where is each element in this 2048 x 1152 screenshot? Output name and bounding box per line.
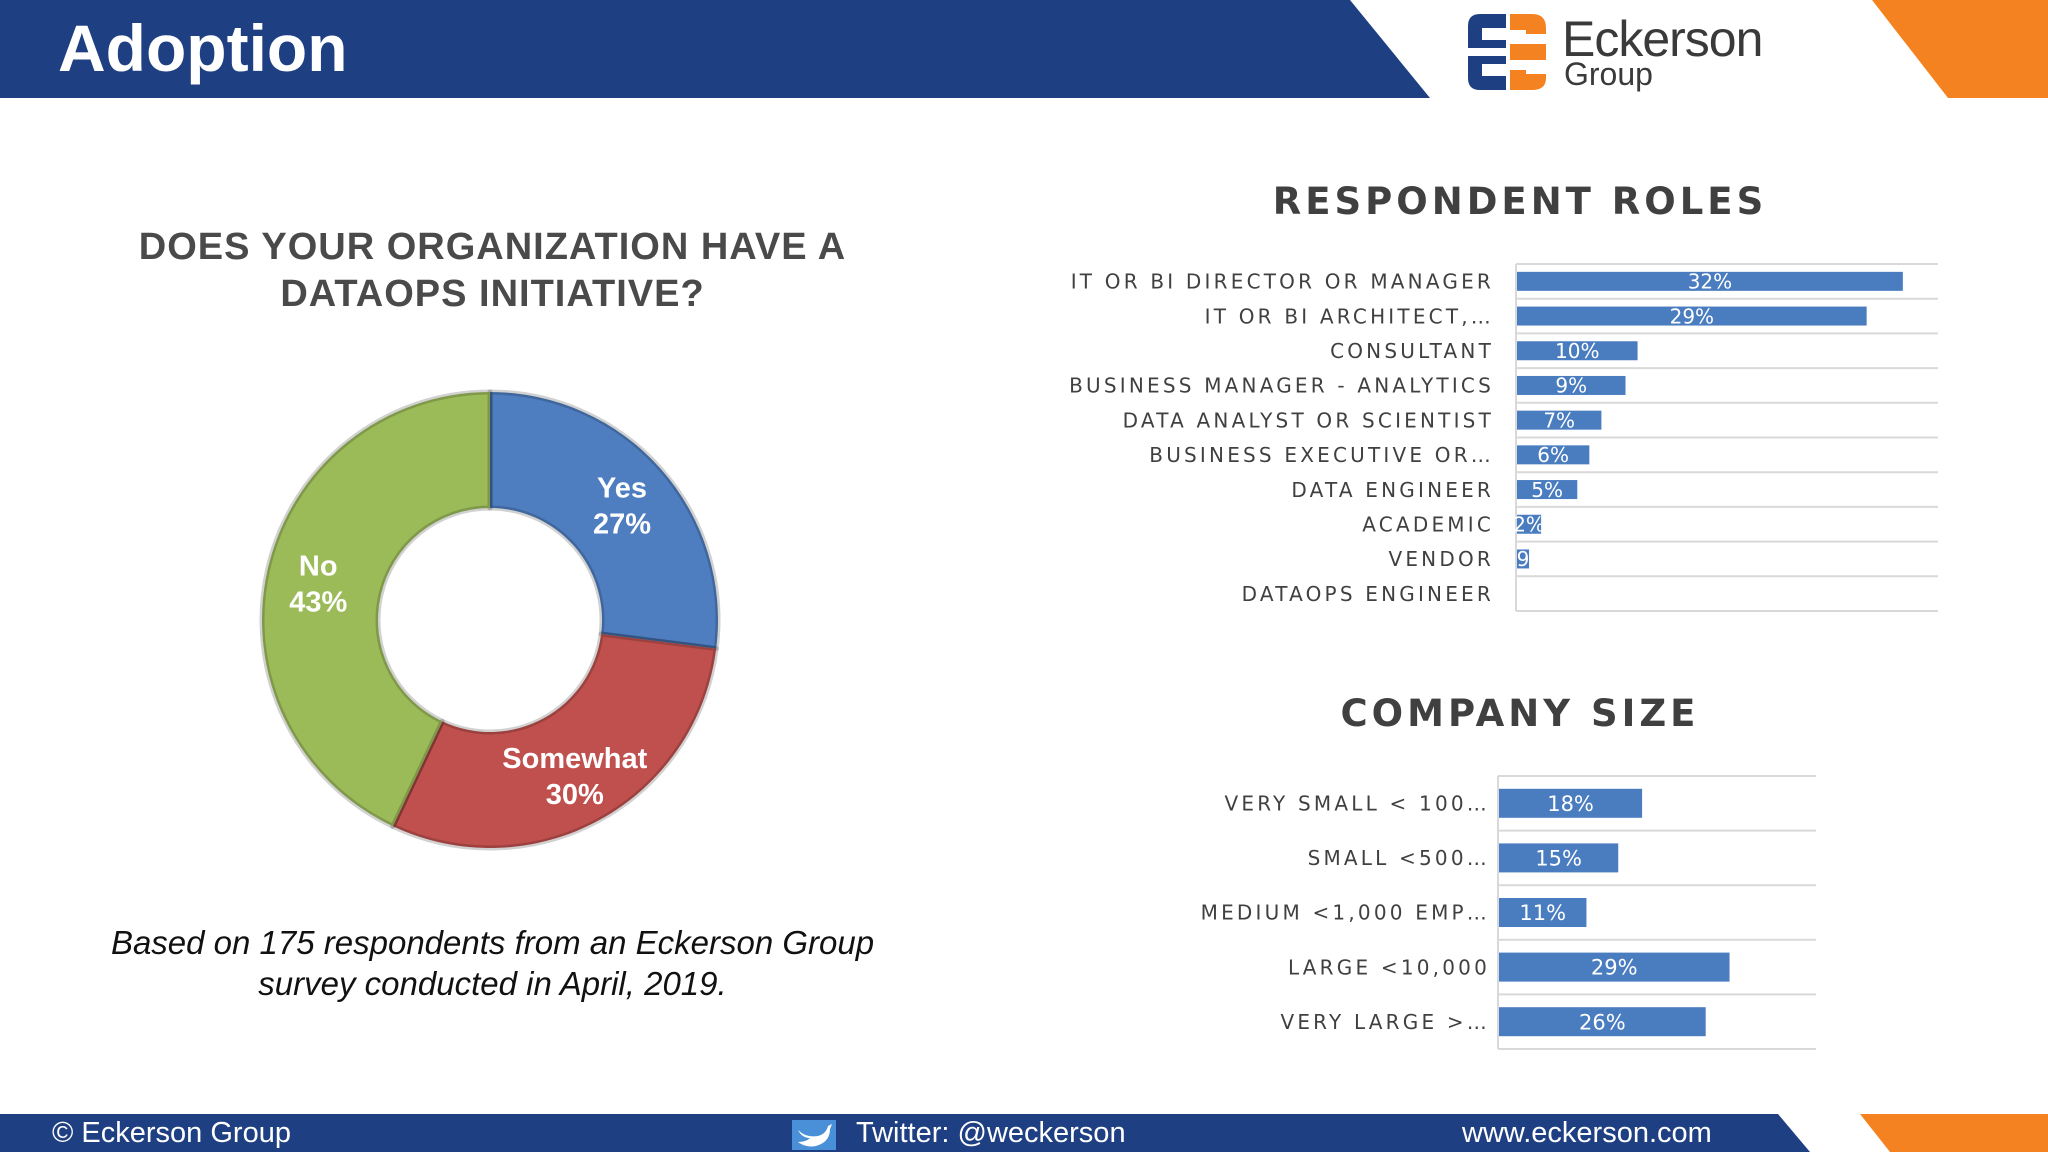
company-size-bar-large-10-000 (1499, 952, 1730, 982)
company-size-title: COMPANY SIZE (1340, 692, 1700, 735)
company-size-bar-small-500 (1499, 843, 1619, 873)
respondent-roles-bar-it-or-bi-architect (1517, 306, 1867, 326)
header-orange-accent (1872, 0, 2048, 98)
respondent-roles-value-label: 9 (1517, 547, 1530, 571)
company-size-value-label: 11% (1519, 901, 1566, 925)
donut-label-yes: Yes (597, 473, 647, 505)
company-size-value-label: 18% (1547, 792, 1594, 816)
respondent-roles-category-label: VENDOR (1388, 547, 1494, 571)
respondent-roles-value-label: 7% (1543, 408, 1575, 432)
respondent-roles-bar-data-engineer (1517, 480, 1578, 500)
logo-subtitle: Group (1564, 56, 1653, 92)
company-size-category-label: SMALL <500… (1308, 846, 1490, 870)
company-size-chart: VERY SMALL < 100… 18% SMALL <500… 15% MEDIUM… (1201, 775, 1816, 1050)
respondent-roles-bar-data-analyst-or-scientist (1517, 410, 1602, 430)
respondent-roles-bar-academic (1517, 514, 1542, 534)
company-size-value-label: 29% (1591, 956, 1638, 980)
survey-note: Based on 175 respondents from an Eckerso… (60, 922, 925, 1004)
respondent-roles-bar-it-or-bi-director-or-manager (1517, 271, 1903, 291)
donut-title-line-1: DOES YOUR ORGANIZATION HAVE A (138, 226, 847, 268)
respondent-roles-bar-business-manager-analytics (1517, 375, 1626, 395)
company-size-bar-medium-1-000-emp (1499, 898, 1587, 927)
twitter-bird-icon[interactable] (792, 1120, 836, 1150)
donut-chart: Yes 27% Somewhat 30% No 43% (259, 389, 721, 851)
respondent-roles-value-label: 5% (1531, 478, 1563, 502)
company-size-category-label: LARGE <10,000 (1288, 955, 1490, 979)
donut-label-somewhat: Somewhat (502, 743, 647, 775)
donut-slice-somewhat (390, 631, 719, 851)
header-navy-band (0, 0, 1430, 98)
donut-value-no: 43% (289, 587, 347, 619)
footer-website-link[interactable]: www.eckerson.com (1462, 1117, 1712, 1149)
respondent-roles-category-label: ACADEMIC (1362, 512, 1494, 536)
respondent-roles-value-label: 29% (1670, 304, 1714, 328)
respondent-roles-category-label: BUSINESS MANAGER - ANALYTICS (1069, 374, 1494, 398)
respondent-roles-value-label: 2% (1513, 512, 1545, 536)
respondent-roles-value-label: 10% (1555, 339, 1599, 363)
respondent-roles-value-label: 32% (1688, 270, 1732, 294)
respondent-roles-category-label: DATA ANALYST OR SCIENTIST (1123, 408, 1494, 432)
respondent-roles-bar-consultant (1517, 341, 1638, 361)
footer-orange-accent (1860, 1114, 2048, 1152)
company-size-category-label: VERY LARGE >… (1280, 1010, 1490, 1034)
donut-value-somewhat: 30% (546, 779, 604, 811)
footer-bar (0, 1114, 2048, 1152)
respondent-roles-chart: IT OR BI DIRECTOR OR MANAGER 32% IT OR BI … (1069, 263, 1938, 612)
company-size-category-label: VERY SMALL < 100… (1225, 792, 1490, 816)
company-size-category-label: MEDIUM <1,000 EMP… (1201, 901, 1490, 925)
header-bar (0, 0, 2048, 98)
respondent-roles-bar-business-executive-or (1517, 445, 1590, 465)
company-size-value-label: 15% (1535, 846, 1582, 870)
donut-slice-yes (487, 389, 721, 652)
page-title: Adoption (58, 11, 348, 85)
footer-copyright: © Eckerson Group (52, 1117, 291, 1149)
respondent-roles-category-label: IT OR BI DIRECTOR OR MANAGER (1071, 270, 1494, 294)
survey-note-line-2: survey conducted in April, 2019. (258, 965, 727, 1002)
donut-chart-title: DOES YOUR ORGANIZATION HAVE A DATAOPS IN… (90, 224, 895, 318)
logo-name: Eckerson (1562, 11, 1763, 67)
respondent-roles-category-label: CONSULTANT (1330, 339, 1494, 363)
respondent-roles-bar-vendor (1517, 549, 1530, 569)
respondent-roles-category-label: IT OR BI ARCHITECT,… (1205, 304, 1494, 328)
donut-slice-no (259, 389, 493, 829)
footer-twitter-handle[interactable]: Twitter: @weckerson (856, 1117, 1126, 1149)
donut-label-no: No (299, 551, 338, 583)
company-size-bar-very-large (1499, 1007, 1706, 1037)
eckerson-logo: Eckerson Group (1460, 8, 1790, 96)
donut-value-yes: 27% (593, 509, 651, 541)
respondent-roles-category-label: DATAOPS ENGINEER (1242, 582, 1494, 606)
respondent-roles-category-label: BUSINESS EXECUTIVE OR… (1149, 443, 1494, 467)
donut-title-line-2: DATAOPS INITIATIVE? (280, 273, 705, 315)
respondent-roles-title: RESPONDENT ROLES (1272, 180, 1768, 223)
respondent-roles-value-label: 9% (1555, 374, 1587, 398)
company-size-bar-very-small-100 (1499, 788, 1643, 818)
company-size-value-label: 26% (1579, 1010, 1626, 1034)
survey-note-line-1: Based on 175 respondents from an Eckerso… (110, 924, 875, 961)
respondent-roles-value-label: 6% (1537, 443, 1569, 467)
respondent-roles-category-label: DATA ENGINEER (1291, 478, 1494, 502)
footer-navy-band (0, 1114, 1810, 1152)
logo-mark-icon (1468, 14, 1546, 90)
